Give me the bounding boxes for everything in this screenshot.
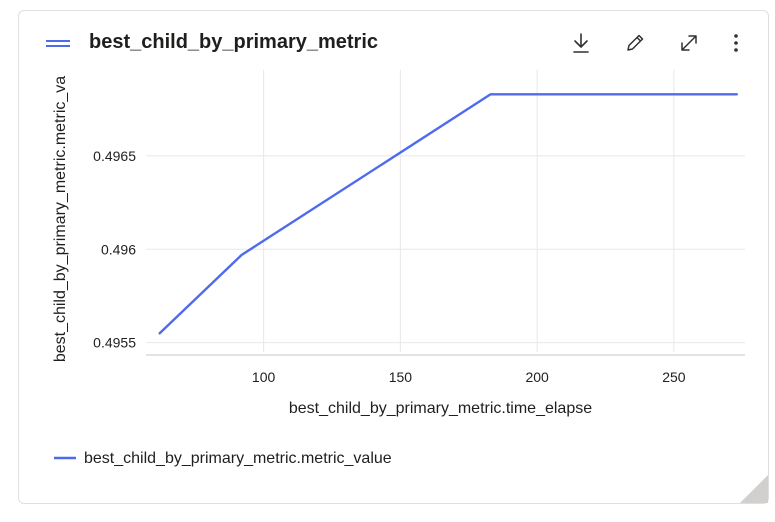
y-tick-label: 0.496 (101, 241, 136, 257)
expand-icon[interactable] (675, 29, 703, 57)
x-axis-ticks: 100 150 200 250 (252, 369, 686, 385)
chart-legend-icon (46, 38, 70, 48)
chart-grid (146, 70, 745, 352)
legend-entry: best_child_by_primary_metric.metric_valu… (84, 450, 392, 467)
y-axis-label: best_child_by_primary_metric.metric_va (52, 76, 69, 362)
x-tick-label: 250 (662, 369, 686, 385)
series-line (158, 93, 738, 335)
x-axis-label: best_child_by_primary_metric.time_elapse (289, 400, 592, 417)
card-title: best_child_by_primary_metric (89, 31, 379, 53)
x-tick-label: 200 (525, 369, 549, 385)
x-tick-label: 100 (252, 369, 276, 385)
x-tick-label: 150 (389, 369, 413, 385)
download-icon[interactable] (567, 29, 595, 57)
y-axis-ticks: 0.4955 0.496 0.4965 (93, 148, 136, 351)
more-vertical-icon[interactable] (722, 29, 750, 57)
resize-handle[interactable] (740, 475, 768, 503)
y-tick-label: 0.4955 (93, 335, 136, 351)
chart-card: best_child_by_primary_metric (18, 10, 769, 504)
y-tick-label: 0.4965 (93, 148, 136, 164)
edit-pencil-icon[interactable] (621, 29, 649, 57)
